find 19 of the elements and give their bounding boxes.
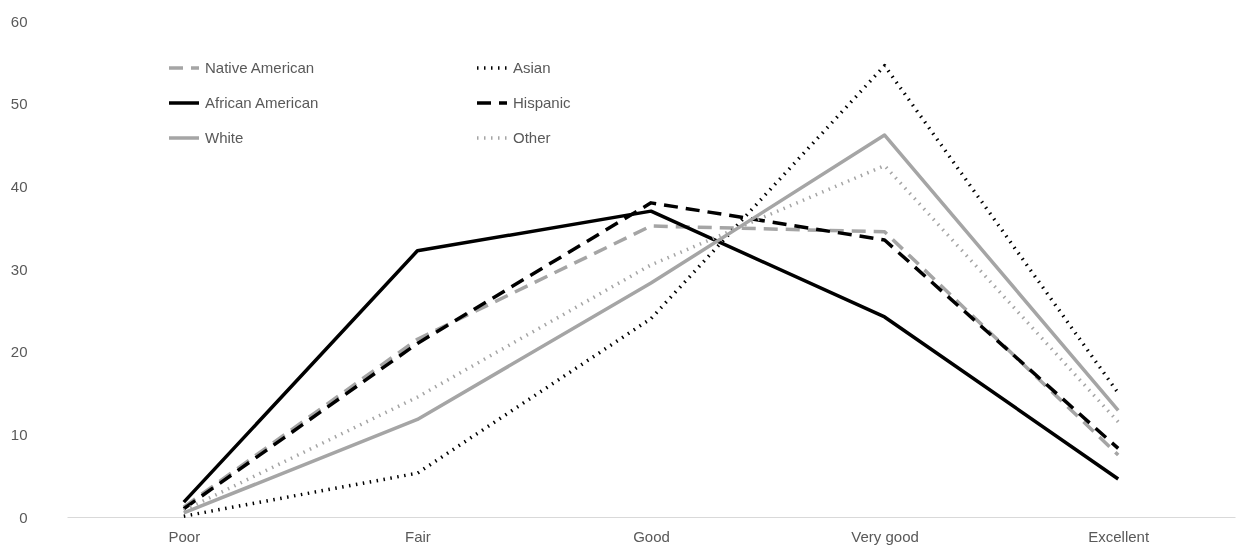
legend-label: Asian [513,59,551,76]
y-tick-label: 0 [19,508,28,526]
x-tick-label: Poor [168,527,201,545]
x-tick-label: Very good [851,527,919,545]
y-tick-label: 30 [10,260,28,278]
y-tick-label: 60 [10,12,28,30]
y-tick-label: 40 [10,177,28,195]
legend-label: Other [513,129,551,146]
x-tick-label: Fair [404,527,431,545]
legend-label: White [205,129,244,146]
legend-label: African American [205,94,319,111]
y-tick-label: 10 [10,425,28,443]
y-tick-label: 50 [10,95,28,113]
line-series [182,63,1120,518]
legend-label: Native American [205,59,315,76]
x-tick-label: Good [633,527,670,545]
x-tick-label: Excellent [1088,527,1150,545]
y-tick-label: 20 [10,343,28,361]
legend-label: Hispanic [513,94,572,111]
